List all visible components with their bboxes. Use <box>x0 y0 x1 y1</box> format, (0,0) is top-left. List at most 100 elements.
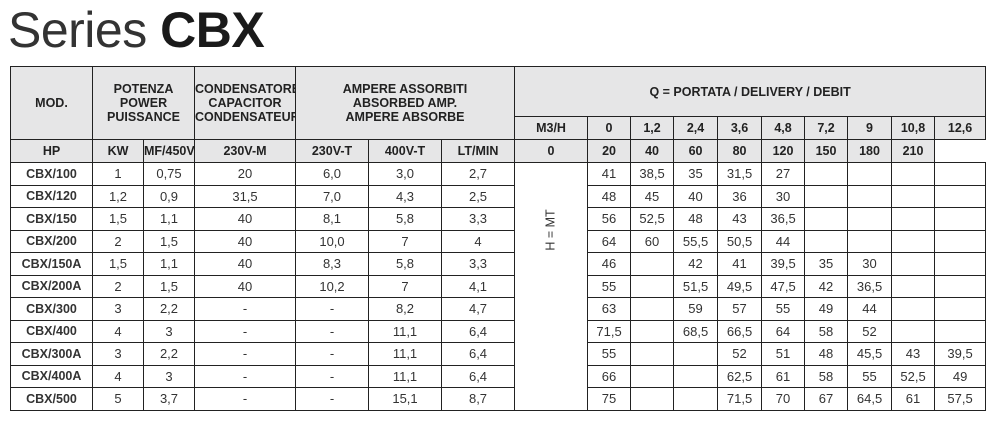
cell-a230m: - <box>295 297 369 321</box>
head-value <box>847 184 893 208</box>
unit-header: KW <box>92 139 144 163</box>
ltmin-value: 0 <box>514 139 589 163</box>
head-value <box>673 364 719 388</box>
cell-mod: CBX/300 <box>10 297 93 321</box>
table-row: CBX/200 2 1,5 40 10,0 7 4 64 60 55,5 50,5 44 <box>10 229 987 253</box>
head-value: 47,5 <box>761 274 806 298</box>
head-value: 61 <box>761 364 806 388</box>
head-value: 75 <box>587 387 632 411</box>
head-value: 50,5 <box>717 229 763 253</box>
cell-kw: 1,1 <box>143 207 195 231</box>
cell-a230t: 15,1 <box>368 387 442 411</box>
cell-a230m: 8,3 <box>295 252 369 276</box>
head-value: 68,5 <box>673 319 719 343</box>
head-value <box>630 387 675 411</box>
head-value: 36 <box>717 184 763 208</box>
head-value <box>630 342 675 366</box>
table-row: CBX/150 1,5 1,1 40 8,1 5,8 3,3 56 52,5 48 43 36,5 <box>10 207 987 231</box>
table-row: CBX/150A 1,5 1,1 40 8,3 5,8 3,3 46 42 41 39,5 35 30 <box>10 252 987 276</box>
cell-mod: CBX/100 <box>10 162 93 186</box>
head-value <box>891 162 936 186</box>
cell-mf: 20 <box>194 162 296 186</box>
head-value: 66,5 <box>717 319 763 343</box>
head-value: 59 <box>673 297 719 321</box>
head-value: 42 <box>804 274 849 298</box>
head-value <box>934 229 987 253</box>
table-row: CBX/300 3 2,2- -8,2 4,7 63 59 57 55 49 44 <box>10 297 987 321</box>
m3h-value: 7,2 <box>804 116 849 140</box>
head-value: 55 <box>761 297 806 321</box>
cell-hp: 1 <box>92 162 144 186</box>
table-row: CBX/200A 2 1,5 40 10,2 7 4,1 55 51,5 49,5 47,5 42 36… <box>10 274 987 298</box>
unit-header: MF/450V <box>143 139 195 163</box>
head-value <box>804 229 849 253</box>
head-value: 64,5 <box>847 387 893 411</box>
header-capacitor: CONDENSATORE CAPACITOR CONDENSATEUR <box>194 66 296 140</box>
m3h-value: 3,6 <box>717 116 763 140</box>
cell-a230m: 8,1 <box>295 207 369 231</box>
cell-a400t: 6,4 <box>440 342 516 366</box>
head-value <box>804 207 849 231</box>
head-value <box>934 252 987 276</box>
cell-mod: CBX/200A <box>10 274 93 298</box>
head-value <box>630 274 675 298</box>
head-value: 51,5 <box>673 274 719 298</box>
m3h-value: 10,8 <box>891 116 936 140</box>
cell-mod: CBX/120 <box>10 184 93 208</box>
cell-a400t: 3,3 <box>440 252 516 276</box>
head-unit-text: H = MT <box>544 209 559 251</box>
head-value <box>630 364 675 388</box>
head-value <box>847 207 893 231</box>
head-value: 36,5 <box>761 207 806 231</box>
head-value <box>804 162 849 186</box>
head-unit-label: H = MT <box>514 162 589 411</box>
ltmin-value: 120 <box>761 139 806 163</box>
table-row: CBX/300A 3 2,2- -11,1 6,4 55 52 51 48 45,5 43 39,5 <box>10 342 987 366</box>
head-value: 45 <box>630 184 675 208</box>
cell-a230t: 4,3 <box>368 184 442 208</box>
head-value: 67 <box>804 387 849 411</box>
cell-kw: 2,2 <box>143 297 195 321</box>
head-value: 55 <box>587 342 632 366</box>
cell-a400t: 3,3 <box>440 207 516 231</box>
head-value <box>891 229 936 253</box>
head-value: 49 <box>934 364 987 388</box>
head-value: 48 <box>804 342 849 366</box>
ltmin-value: 180 <box>847 139 893 163</box>
head-value <box>804 184 849 208</box>
head-value <box>934 319 987 343</box>
cell-hp: 2 <box>92 229 144 253</box>
head-value: 49 <box>804 297 849 321</box>
cell-kw: 1,1 <box>143 252 195 276</box>
cell-hp: 3 <box>92 297 144 321</box>
head-value: 27 <box>761 162 806 186</box>
cell-mf: - <box>194 297 296 321</box>
cell-a230t: 5,8 <box>368 207 442 231</box>
cell-a400t: 4,7 <box>440 297 516 321</box>
head-value: 62,5 <box>717 364 763 388</box>
cell-hp: 3 <box>92 342 144 366</box>
cell-a230t: 11,1 <box>368 364 442 388</box>
head-value <box>934 207 987 231</box>
head-value <box>891 184 936 208</box>
cell-mod: CBX/400 <box>10 319 93 343</box>
m3h-value: 12,6 <box>934 116 987 140</box>
cell-a230t: 5,8 <box>368 252 442 276</box>
cell-mf: - <box>194 342 296 366</box>
ltmin-value: 80 <box>717 139 763 163</box>
head-value: 63 <box>587 297 632 321</box>
head-value: 70 <box>761 387 806 411</box>
head-value: 57,5 <box>934 387 987 411</box>
cell-a230t: 7 <box>368 229 442 253</box>
head-value: 61 <box>891 387 936 411</box>
cell-a230t: 7 <box>368 274 442 298</box>
cell-kw: 3 <box>143 319 195 343</box>
m3h-value: 0 <box>587 116 632 140</box>
head-value <box>934 184 987 208</box>
table-row: CBX/100 1 0,75 20 6,0 3,0 2,7 H = MT 41 38,5 35 31,… <box>10 162 987 411</box>
head-value: 38,5 <box>630 162 675 186</box>
head-value: 55,5 <box>673 229 719 253</box>
head-value: 43 <box>891 342 936 366</box>
head-value: 52 <box>717 342 763 366</box>
head-value <box>630 297 675 321</box>
